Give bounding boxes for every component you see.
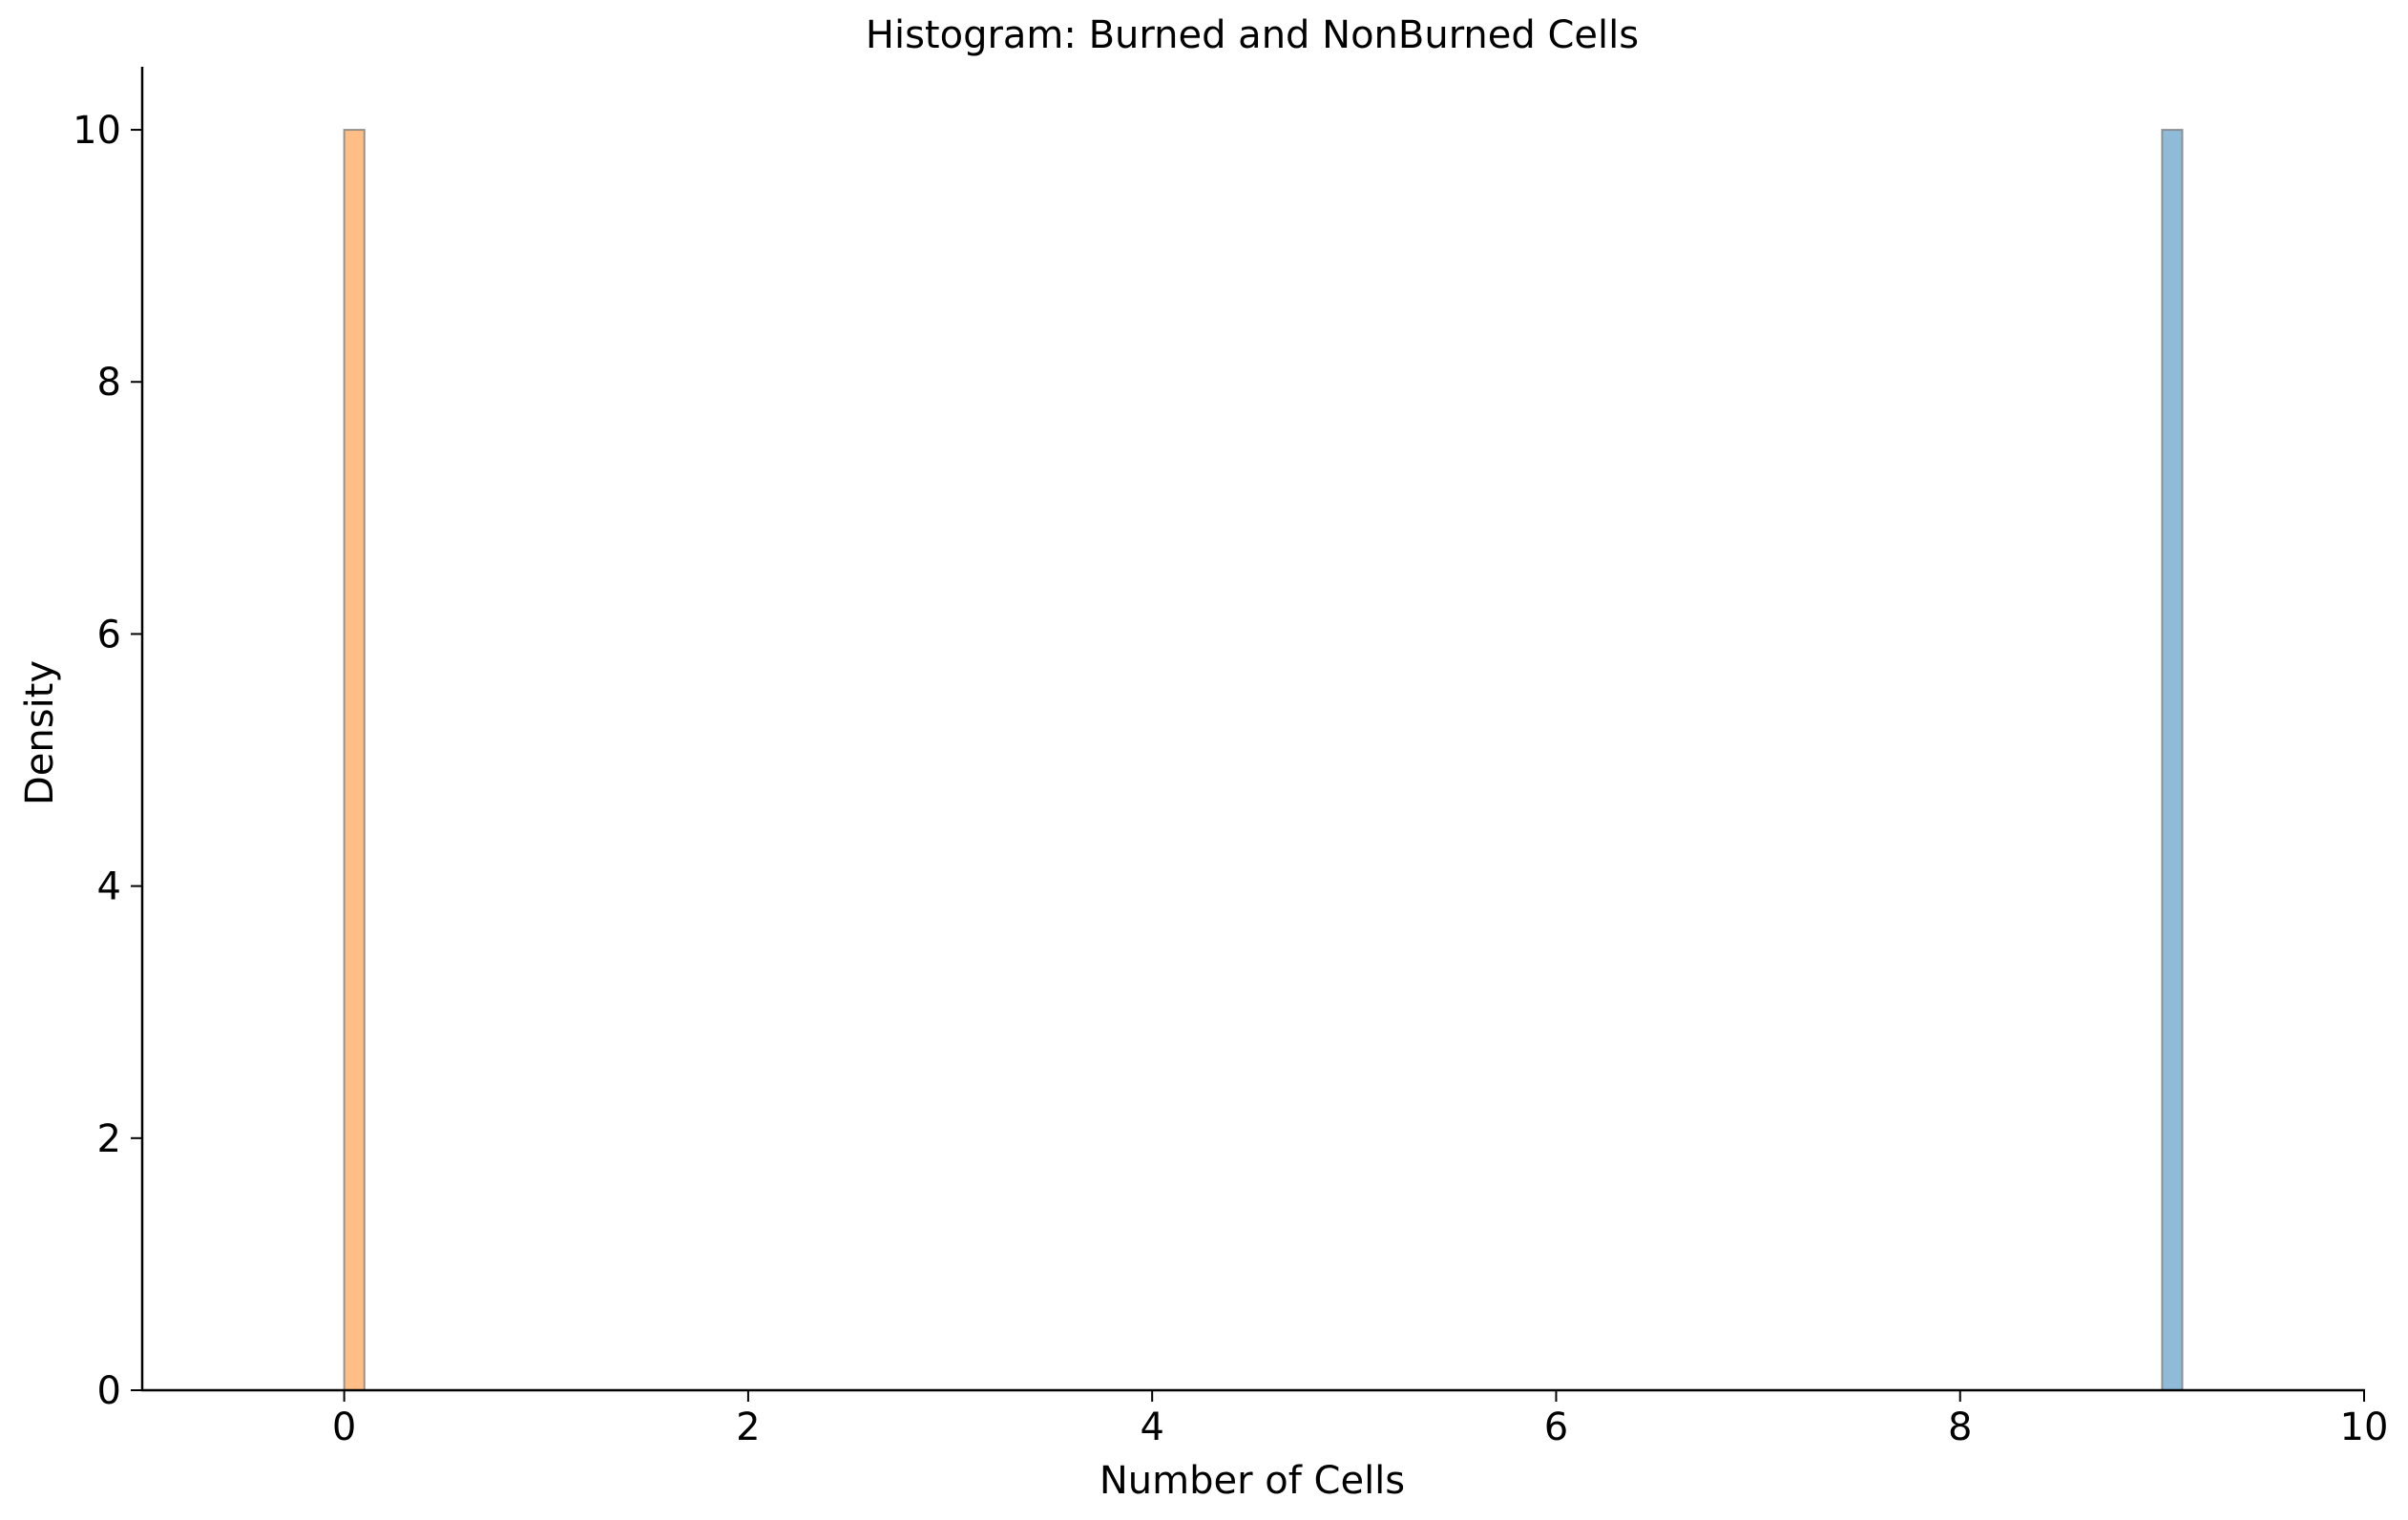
y-tick-label-1: 2 xyxy=(97,1117,121,1161)
x-tick-label-3: 6 xyxy=(1544,1405,1568,1449)
y-tick-label-5: 10 xyxy=(73,109,121,153)
y-ticks-group: 0 2 4 6 8 10 xyxy=(73,109,142,1413)
histogram-bar-0-0 xyxy=(343,129,366,1392)
x-tick-label-2: 4 xyxy=(1140,1405,1163,1449)
axes-group xyxy=(140,67,2365,1392)
y-tick-label-2: 4 xyxy=(97,865,121,909)
y-tick-label-4: 8 xyxy=(97,361,121,405)
x-ticks-group: 0 2 4 6 8 10 xyxy=(332,1390,2389,1449)
x-tick-label-4: 8 xyxy=(1948,1405,1972,1449)
bars-group xyxy=(343,129,2184,1392)
y-tick-label-3: 6 xyxy=(97,613,121,656)
y-tick-label-0: 0 xyxy=(97,1369,121,1413)
x-axis-label: Number of Cells xyxy=(1099,1459,1405,1503)
y-axis-label: Density xyxy=(18,660,62,805)
chart-title: Histogram: Burned and NonBurned Cells xyxy=(866,13,1639,57)
x-tick-label-1: 2 xyxy=(736,1405,760,1449)
histogram-bar-1-0 xyxy=(2161,129,2184,1392)
x-tick-label-5: 10 xyxy=(2340,1405,2389,1449)
x-tick-label-0: 0 xyxy=(332,1405,356,1449)
